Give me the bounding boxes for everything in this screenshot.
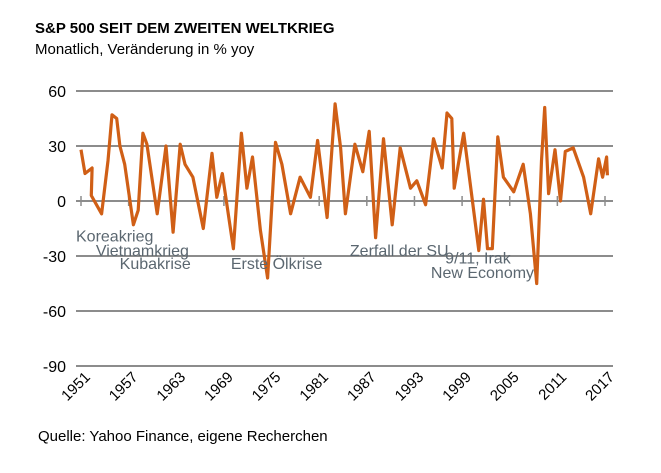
annotation-label: Vietnamkrieg bbox=[96, 243, 189, 260]
annotation-label: Kubakrise bbox=[120, 256, 191, 273]
chart-subtitle: Monatlich, Veränderung in % yoy bbox=[35, 41, 255, 58]
chart-title: S&P 500 SEIT DEM ZWEITEN WELTKRIEG bbox=[35, 20, 335, 37]
series-line bbox=[79, 102, 609, 286]
x-tick-label: 1993 bbox=[392, 369, 428, 405]
x-tick-label: 2005 bbox=[487, 369, 523, 405]
y-tick-label: -90 bbox=[43, 359, 66, 376]
x-tick-label: 2011 bbox=[535, 369, 570, 404]
x-tick-label: 2017 bbox=[582, 369, 618, 405]
x-tick-label: 1975 bbox=[249, 369, 285, 405]
y-tick-label: 30 bbox=[48, 139, 66, 156]
y-tick-label: -30 bbox=[43, 249, 66, 266]
annotation-label: Koreakrieg bbox=[76, 228, 153, 245]
x-tick-label: 1969 bbox=[201, 369, 237, 405]
x-tick-label: 1999 bbox=[439, 369, 475, 405]
chart-source: Quelle: Yahoo Finance, eigene Recherchen bbox=[38, 428, 328, 445]
y-tick-label: 60 bbox=[48, 84, 66, 101]
annotation-label: 9/11, Irak bbox=[445, 250, 512, 267]
annotation-label: Zerfall der SU bbox=[350, 243, 449, 260]
y-tick-label: 0 bbox=[57, 194, 66, 211]
x-tick-label: 1981 bbox=[296, 369, 332, 405]
x-tick-label: 1963 bbox=[153, 369, 189, 405]
x-tick-label: 1957 bbox=[106, 369, 142, 405]
y-tick-label: -60 bbox=[43, 304, 66, 321]
annotation-label: Erste Ölkrise bbox=[231, 255, 323, 273]
annotation-label: New Economy bbox=[431, 265, 534, 282]
x-tick-label: 1987 bbox=[344, 369, 380, 405]
